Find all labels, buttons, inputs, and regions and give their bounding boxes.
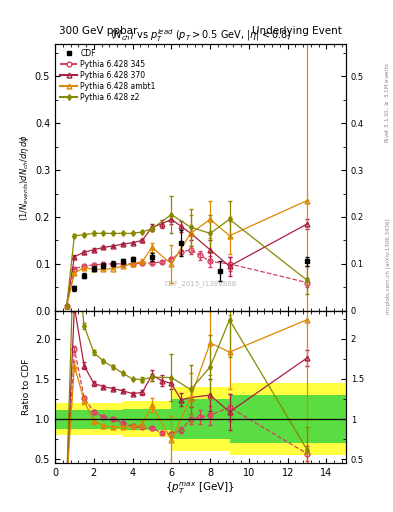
Text: mcplots.cern.ch [arXiv:1306.3436]: mcplots.cern.ch [arXiv:1306.3436] — [386, 219, 391, 314]
Legend: CDF, Pythia 6.428 345, Pythia 6.428 370, Pythia 6.428 ambt1, Pythia 6.428 z2: CDF, Pythia 6.428 345, Pythia 6.428 370,… — [59, 47, 157, 103]
Y-axis label: Ratio to CDF: Ratio to CDF — [22, 359, 31, 415]
Text: Underlying Event: Underlying Event — [252, 26, 342, 36]
Text: 300 GeV ppbar: 300 GeV ppbar — [59, 26, 137, 36]
Text: Rivet 3.1.10, $\geq$ 3.1M events: Rivet 3.1.10, $\geq$ 3.1M events — [384, 62, 391, 143]
Text: CDF_2015_I1388868: CDF_2015_I1388868 — [164, 281, 237, 287]
Y-axis label: $(1/N_{events}) dN_{ch}/d\eta\, d\phi$: $(1/N_{events}) dN_{ch}/d\eta\, d\phi$ — [18, 134, 31, 221]
Title: $\langle N_{ch}\rangle$ vs $p_T^{lead}$ ($p_T > 0.5$ GeV, $|\eta| < 0.8$): $\langle N_{ch}\rangle$ vs $p_T^{lead}$ … — [110, 27, 291, 44]
X-axis label: $\{p_T^{max}$ [GeV]$\}$: $\{p_T^{max}$ [GeV]$\}$ — [165, 481, 235, 497]
